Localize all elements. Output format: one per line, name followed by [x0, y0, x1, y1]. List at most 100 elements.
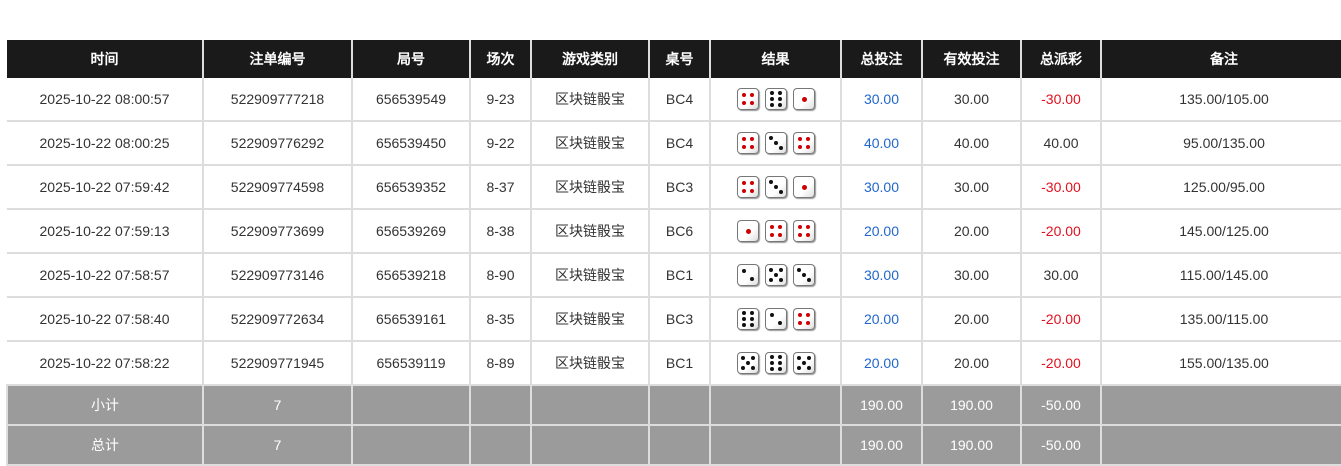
die-2-icon — [736, 264, 759, 286]
subtotal-count: 7 — [202, 385, 352, 426]
cell-game: 区块链骰宝 — [530, 78, 649, 122]
total-valid: 190.00 — [921, 425, 1021, 466]
cell-dice — [709, 165, 841, 210]
cell-dice — [709, 209, 841, 254]
table-row: 2025-10-22 07:59:42 522909774598 656539352… — [7, 165, 1341, 210]
cell-time: 2025-10-22 08:00:57 — [7, 78, 203, 122]
cell-game: 区块链骰宝 — [530, 121, 649, 166]
cell-payout: -20.00 — [1020, 297, 1101, 342]
column-header: 备注 — [1100, 40, 1341, 78]
cell-bet: 30.00 — [840, 165, 922, 210]
cell-bet: 30.00 — [840, 78, 922, 122]
total-empty — [351, 425, 470, 466]
cell-note: 125.00/95.00 — [1100, 165, 1341, 210]
cell-payout: -30.00 — [1020, 78, 1101, 122]
dice-result — [736, 176, 815, 198]
cell-note: 135.00/115.00 — [1100, 297, 1341, 342]
cell-bet: 20.00 — [840, 341, 922, 386]
cell-game: 区块链骰宝 — [530, 209, 649, 254]
die-3-icon — [792, 264, 815, 286]
die-4-icon — [736, 176, 759, 198]
cell-payout: 40.00 — [1020, 121, 1101, 166]
cell-order: 522909773146 — [202, 253, 352, 298]
die-4-icon — [764, 220, 787, 242]
total-payout: -50.00 — [1020, 425, 1101, 466]
die-5-icon — [764, 264, 787, 286]
total-count: 7 — [202, 425, 352, 466]
cell-session: 9-23 — [469, 78, 531, 122]
bet-records-table: 时间 注单编号 局号 场次 游戏类别 桌号 结果 总投注 有效投注 总派彩 备注 2025-10-2… — [6, 40, 1341, 466]
cell-time: 2025-10-22 07:58:22 — [7, 341, 203, 386]
cell-round: 656539218 — [351, 253, 470, 298]
table-row: 2025-10-22 08:00:25 522909776292 656539450… — [7, 121, 1341, 166]
cell-round: 656539119 — [351, 341, 470, 386]
table-row: 2025-10-22 07:58:57 522909773146 656539218… — [7, 253, 1341, 298]
cell-note: 145.00/125.00 — [1100, 209, 1341, 254]
die-4-icon — [792, 132, 815, 154]
column-header: 场次 — [469, 40, 531, 78]
subtotal-payout: -50.00 — [1020, 385, 1101, 426]
cell-payout: -20.00 — [1020, 209, 1101, 254]
cell-table: BC6 — [648, 209, 710, 254]
dice-result — [736, 352, 815, 374]
cell-session: 8-89 — [469, 341, 531, 386]
cell-game: 区块链骰宝 — [530, 253, 649, 298]
subtotal-empty — [1100, 385, 1341, 426]
column-header: 总派彩 — [1020, 40, 1101, 78]
cell-session: 8-38 — [469, 209, 531, 254]
cell-note: 135.00/105.00 — [1100, 78, 1341, 122]
subtotal-label: 小计 — [6, 385, 203, 426]
column-header: 桌号 — [648, 40, 710, 78]
column-header: 游戏类别 — [530, 40, 649, 78]
total-empty — [1100, 425, 1341, 466]
cell-bet: 40.00 — [840, 121, 922, 166]
dice-result — [736, 264, 815, 286]
die-3-icon — [764, 176, 787, 198]
cell-game: 区块链骰宝 — [530, 341, 649, 386]
cell-bet: 30.00 — [840, 253, 922, 298]
dice-result — [736, 132, 815, 154]
cell-table: BC3 — [648, 165, 710, 210]
die-3-icon — [764, 132, 787, 154]
cell-round: 656539269 — [351, 209, 470, 254]
die-4-icon — [736, 88, 759, 110]
cell-dice — [709, 78, 841, 122]
cell-round: 656539549 — [351, 78, 470, 122]
column-header: 局号 — [351, 40, 470, 78]
subtotal-empty — [469, 385, 531, 426]
cell-valid: 20.00 — [921, 297, 1021, 342]
column-header: 结果 — [709, 40, 841, 78]
table-row: 2025-10-22 07:58:22 522909771945 656539119… — [7, 341, 1341, 386]
die-6-icon — [764, 88, 787, 110]
cell-round: 656539450 — [351, 121, 470, 166]
cell-dice — [709, 253, 841, 298]
cell-valid: 20.00 — [921, 341, 1021, 386]
die-5-icon — [792, 352, 815, 374]
cell-note: 95.00/135.00 — [1100, 121, 1341, 166]
subtotal-empty — [530, 385, 649, 426]
total-empty — [469, 425, 531, 466]
cell-order: 522909776292 — [202, 121, 352, 166]
die-1-icon — [792, 88, 815, 110]
cell-bet: 20.00 — [840, 297, 922, 342]
die-2-icon — [764, 308, 787, 330]
cell-time: 2025-10-22 07:58:57 — [7, 253, 203, 298]
cell-note: 115.00/145.00 — [1100, 253, 1341, 298]
cell-payout: -20.00 — [1020, 341, 1101, 386]
cell-order: 522909772634 — [202, 297, 352, 342]
cell-table: BC1 — [648, 341, 710, 386]
cell-valid: 30.00 — [921, 165, 1021, 210]
column-header: 注单编号 — [202, 40, 352, 78]
column-header: 有效投注 — [921, 40, 1021, 78]
subtotal-valid: 190.00 — [921, 385, 1021, 426]
cell-session: 9-22 — [469, 121, 531, 166]
cell-valid: 30.00 — [921, 253, 1021, 298]
cell-round: 656539161 — [351, 297, 470, 342]
cell-order: 522909774598 — [202, 165, 352, 210]
cell-session: 8-90 — [469, 253, 531, 298]
die-6-icon — [764, 352, 787, 374]
dice-result — [736, 308, 815, 330]
total-bet: 190.00 — [840, 425, 922, 466]
cell-note: 155.00/135.00 — [1100, 341, 1341, 386]
subtotal-bet: 190.00 — [840, 385, 922, 426]
